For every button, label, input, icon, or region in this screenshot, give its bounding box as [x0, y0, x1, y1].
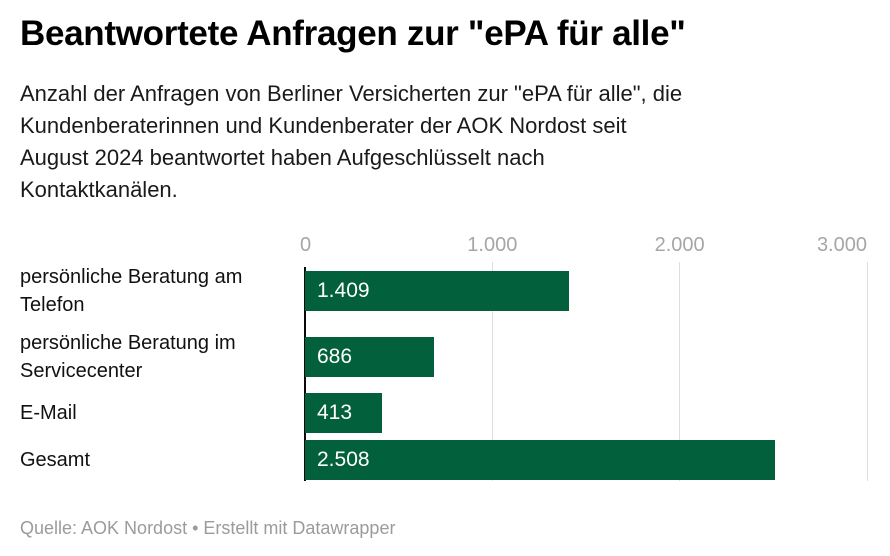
x-axis-tick-label: 0 — [299, 234, 312, 256]
bar: 413 — [305, 393, 382, 433]
category-label: Gesamt — [20, 449, 91, 471]
bar-value-label: 686 — [317, 345, 353, 368]
source-note: Quelle: AOK Nordost • Erstellt mit Dataw… — [20, 518, 396, 538]
chart-title: Beantwortete Anfragen zur "ePA für alle" — [20, 14, 686, 53]
x-axis-tick-label: 1.000 — [467, 234, 518, 256]
category-label: persönliche Beratung im Servicecenter — [20, 332, 236, 382]
bar-value-label: 1.409 — [317, 279, 370, 302]
category-label: persönliche Beratung am Telefon — [20, 266, 243, 316]
bar: 686 — [305, 337, 434, 377]
bar: 2.508 — [305, 440, 775, 480]
x-axis-tick-label: 3.000 — [816, 234, 867, 256]
bar-value-label: 413 — [317, 401, 353, 424]
x-gridline — [679, 262, 681, 481]
category-label: E-Mail — [20, 402, 77, 424]
x-gridline — [866, 262, 868, 481]
x-axis-tick-label: 2.000 — [654, 234, 705, 256]
chart-subtitle: Anzahl der Anfragen von Berliner Versich… — [20, 81, 683, 202]
x-gridline — [491, 262, 493, 481]
bar: 1.409 — [305, 271, 569, 311]
bar-value-label: 2.508 — [317, 448, 370, 471]
